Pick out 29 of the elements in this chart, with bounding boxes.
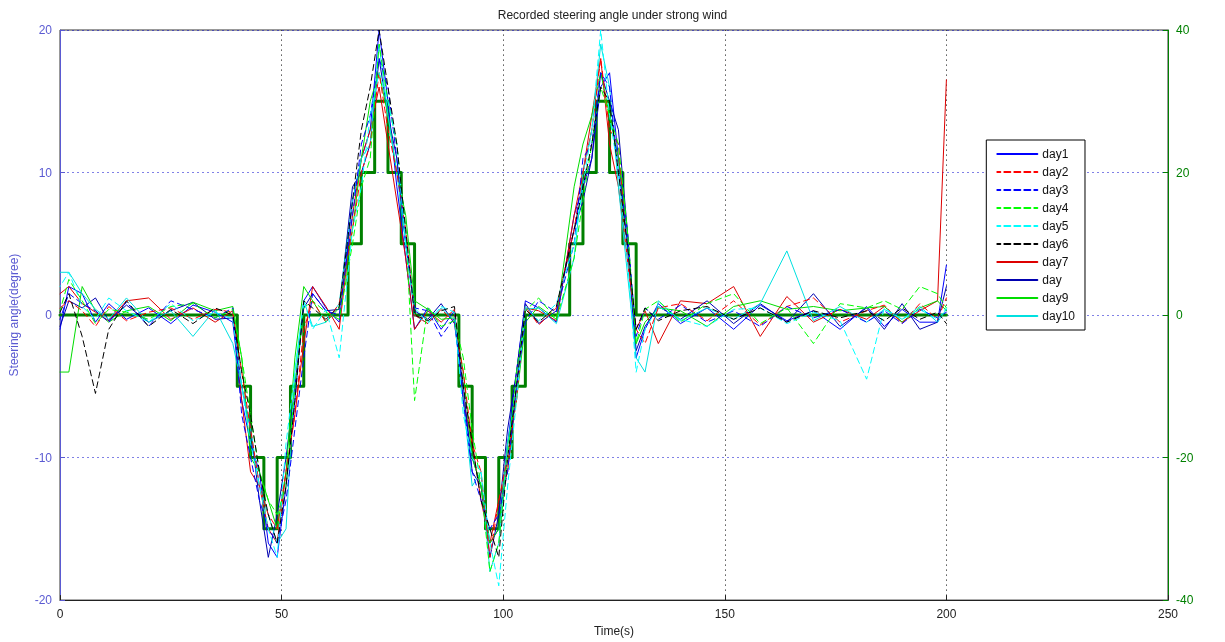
x-tick-label: 100 bbox=[493, 607, 514, 622]
legend-label: day6 bbox=[1042, 237, 1069, 251]
legend-label: day2 bbox=[1042, 165, 1069, 179]
legend-label: day bbox=[1042, 273, 1062, 287]
y-tick-label: 20 bbox=[38, 23, 53, 37]
legend-label: day4 bbox=[1042, 201, 1069, 215]
chart-title: Recorded steering angle under strong wind bbox=[497, 8, 728, 22]
x-tick-label: 250 bbox=[1157, 607, 1179, 622]
legend-label: day7 bbox=[1042, 255, 1069, 269]
y2-tick-label: 0 bbox=[1176, 308, 1183, 323]
x-tick-label: 200 bbox=[936, 607, 957, 622]
legend-label: day10 bbox=[1042, 309, 1076, 323]
y-tick-label: -20 bbox=[34, 593, 53, 608]
y2-tick-label: -20 bbox=[1176, 450, 1194, 465]
y-axis-title: Steering angle(degree) bbox=[7, 253, 21, 377]
y2-tick-label: -40 bbox=[1176, 593, 1194, 608]
legend-label: day9 bbox=[1042, 291, 1069, 305]
x-tick-label: 50 bbox=[274, 607, 289, 622]
x-tick-label: 0 bbox=[56, 607, 64, 622]
legend-label: day1 bbox=[1042, 147, 1069, 161]
legend-label: day3 bbox=[1042, 183, 1069, 197]
x-tick-label: 150 bbox=[714, 607, 736, 622]
y2-tick-label: 40 bbox=[1176, 23, 1190, 37]
y-tick-label: 10 bbox=[38, 165, 53, 180]
legend-label: day5 bbox=[1042, 219, 1069, 233]
y-tick-label: -10 bbox=[34, 450, 53, 465]
x-axis-title: Time(s) bbox=[593, 624, 635, 638]
y-tick-label: 0 bbox=[45, 308, 53, 323]
y2-tick-label: 20 bbox=[1176, 165, 1190, 180]
